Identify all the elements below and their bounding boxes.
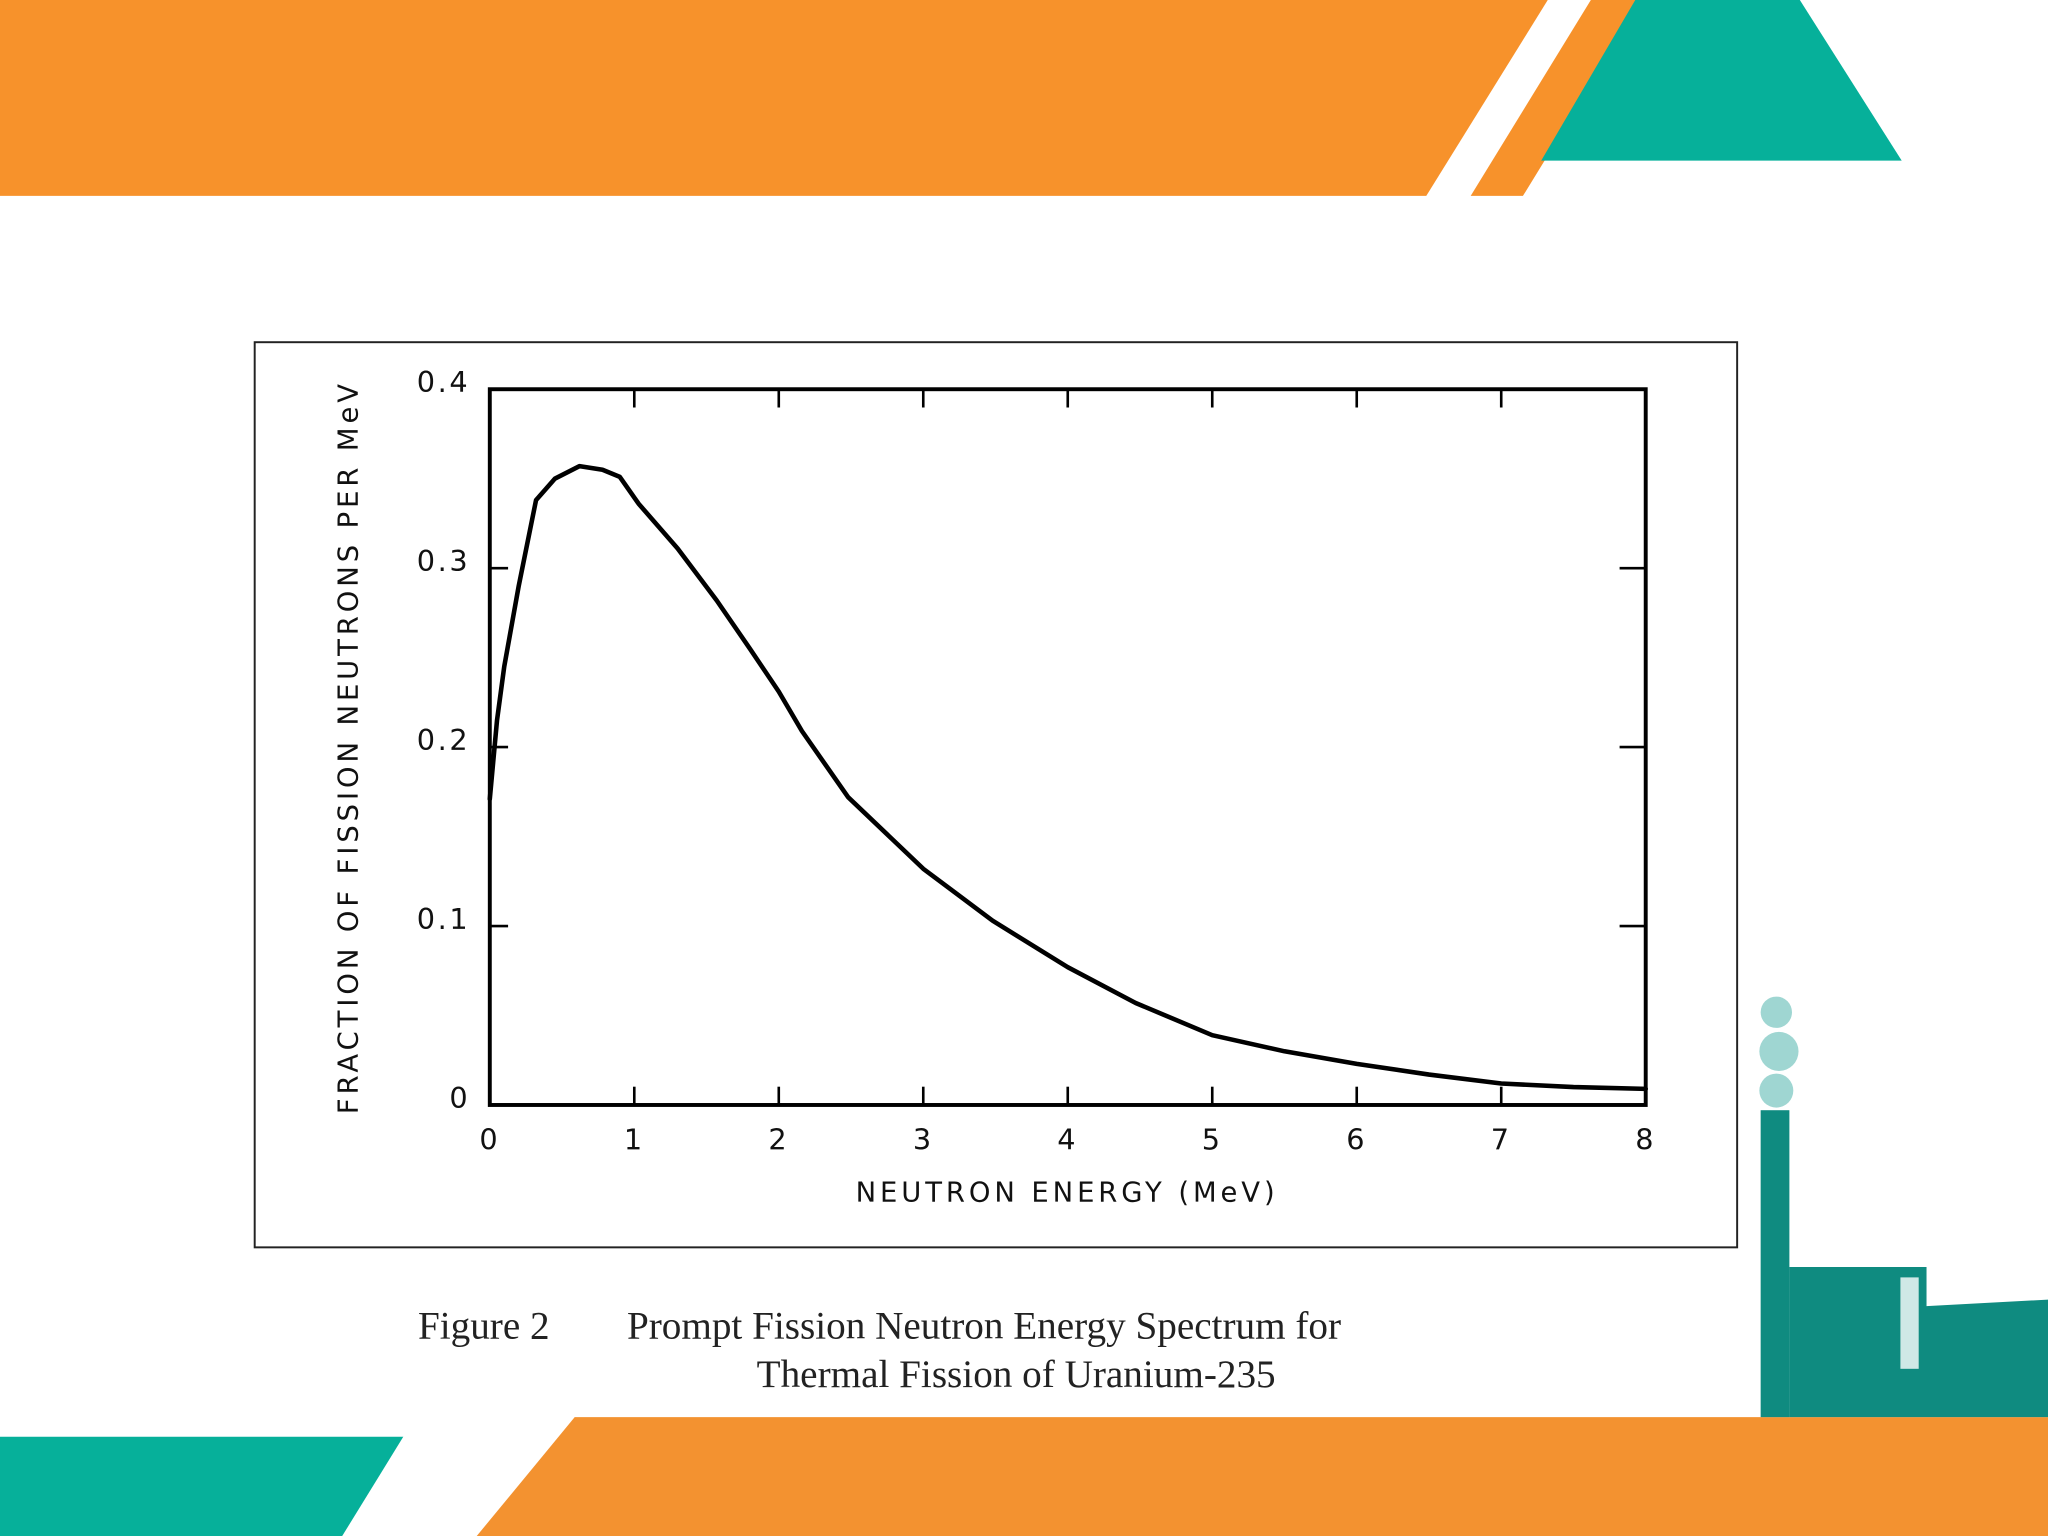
x-tick-label: 0 — [479, 1123, 500, 1157]
x-tick-label: 3 — [913, 1123, 934, 1157]
y-axis-label: FRACTION OF FISSION NEUTRONS PER MeV — [334, 380, 365, 1114]
x-tick-label: 2 — [768, 1123, 789, 1157]
y-tick-label: 0.4 — [417, 365, 471, 399]
y-tick-label: 0 — [449, 1081, 470, 1115]
top-triangle — [1541, 0, 1902, 161]
caption-line: Prompt Fission Neutron Energy Spectrum f… — [627, 1305, 1341, 1348]
y-tick-label: 0.2 — [417, 723, 471, 757]
figure-frame — [253, 341, 1739, 1249]
x-tick-label: 5 — [1202, 1123, 1223, 1157]
x-tick-label: 4 — [1057, 1123, 1078, 1157]
y-tick-label: 0.3 — [417, 544, 471, 578]
chimney — [1760, 1110, 1790, 1418]
top-band — [0, 0, 1548, 196]
factory-window — [1900, 1277, 1919, 1369]
top-stripe — [1470, 0, 1644, 196]
bottom-teal — [0, 1436, 418, 1536]
x-axis-label: NEUTRON ENERGY (MeV) — [856, 1177, 1279, 1208]
x-tick-label: 8 — [1635, 1123, 1656, 1157]
spectrum-line — [487, 463, 1648, 1092]
smoke — [1760, 996, 1792, 1028]
x-tick-label: 7 — [1491, 1123, 1512, 1157]
x-tick-label: 6 — [1346, 1123, 1367, 1157]
bottom-orange — [476, 1417, 2048, 1536]
caption-line: Thermal Fission of Uranium-235 — [757, 1353, 1276, 1396]
y-tick-label: 0.1 — [417, 902, 471, 936]
smoke — [1759, 1031, 1799, 1072]
caption-figure-number: Figure 2 — [418, 1305, 550, 1348]
bottom-white-stripe — [342, 1417, 543, 1536]
x-tick-label: 1 — [624, 1123, 645, 1157]
smoke — [1759, 1073, 1794, 1108]
